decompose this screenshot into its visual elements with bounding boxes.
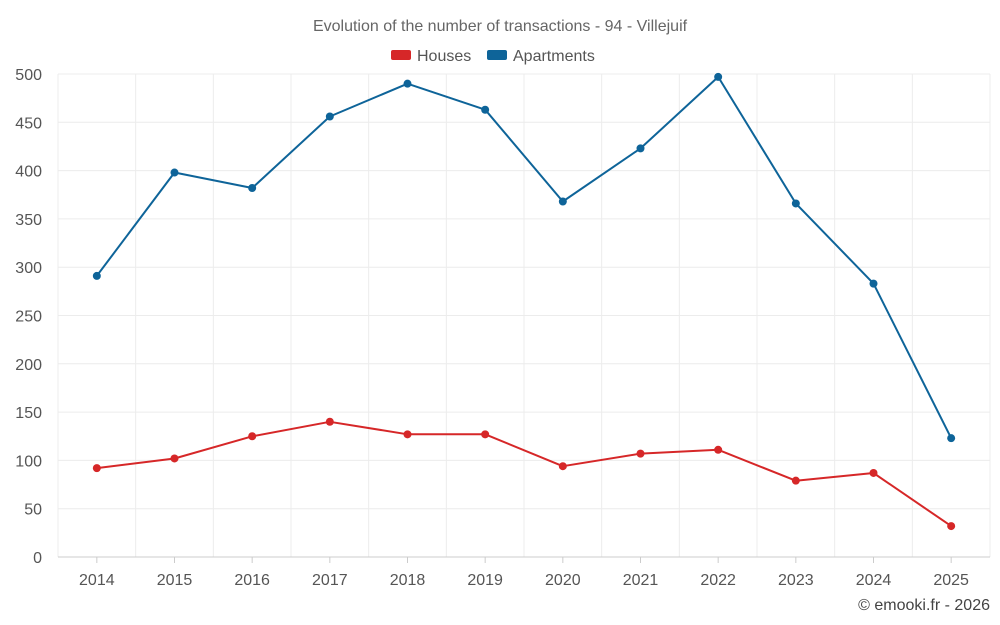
credit-text: © emooki.fr - 2026 [858,597,990,614]
x-tick-label: 2016 [234,572,270,589]
data-point-houses[interactable] [325,417,334,426]
data-point-houses[interactable] [636,449,645,458]
legend-swatch-houses [391,50,411,60]
x-tick-label: 2024 [856,572,892,589]
x-tick-label: 2025 [933,572,969,589]
y-tick-label: 450 [15,115,42,132]
y-tick-label: 250 [15,309,42,326]
x-tick-label: 2022 [700,572,736,589]
data-point-apartments[interactable] [170,168,179,177]
data-point-houses[interactable] [869,468,878,477]
y-tick-label: 300 [15,260,42,277]
x-axis: 2014 2015 2016 2017 2018 2019 2020 2021 2022 2023… [58,556,990,589]
legend-label-houses: Houses [417,48,471,65]
data-point-apartments[interactable] [636,144,645,153]
series-line-apartments [96,75,953,439]
y-tick-label: 100 [15,453,42,470]
data-point-houses[interactable] [558,462,567,471]
data-point-apartments[interactable] [947,434,956,443]
x-tick-label: 2015 [157,572,193,589]
x-tick-label: 2019 [467,572,503,589]
data-point-houses[interactable] [791,476,800,485]
data-point-houses[interactable] [92,464,101,473]
data-point-apartments[interactable] [481,105,490,114]
data-point-apartments[interactable] [791,199,800,208]
x-tick-label: 2023 [778,572,814,589]
data-point-apartments[interactable] [248,183,257,192]
data-point-apartments[interactable] [714,72,723,81]
legend-item-houses[interactable]: Houses [391,48,471,65]
legend-label-apartments: Apartments [513,48,595,65]
chart-title: Evolution of the number of transactions … [313,18,688,35]
x-tick-label: 2021 [623,572,659,589]
y-tick-label: 500 [15,67,42,84]
data-point-apartments[interactable] [403,79,412,88]
data-point-houses[interactable] [248,432,257,441]
y-tick-label: 350 [15,212,42,229]
data-point-houses[interactable] [481,430,490,439]
legend: Houses Apartments [391,48,595,65]
data-point-apartments[interactable] [558,197,567,206]
x-tick-label: 2017 [312,572,348,589]
legend-item-apartments[interactable]: Apartments [487,48,595,65]
y-tick-label: 50 [24,502,42,519]
y-tick-label: 200 [15,357,42,374]
data-point-houses[interactable] [170,454,179,463]
x-tick-label: 2018 [390,572,426,589]
x-tick-label: 2020 [545,572,581,589]
data-point-apartments[interactable] [92,271,101,280]
data-point-apartments[interactable] [325,112,334,121]
data-point-houses[interactable] [403,430,412,439]
data-point-houses[interactable] [947,522,956,531]
y-axis: 0 50 100 150 200 250 300 350 400 450 500 [15,67,42,567]
legend-swatch-apartments [487,50,507,60]
y-tick-label: 0 [33,550,42,567]
series-line-houses [96,420,952,527]
y-tick-label: 400 [15,164,42,181]
data-point-houses[interactable] [714,445,723,454]
series [92,72,956,531]
gridlines [57,73,991,557]
data-point-apartments[interactable] [869,279,878,288]
x-tick-label: 2014 [79,572,115,589]
y-tick-label: 150 [15,405,42,422]
